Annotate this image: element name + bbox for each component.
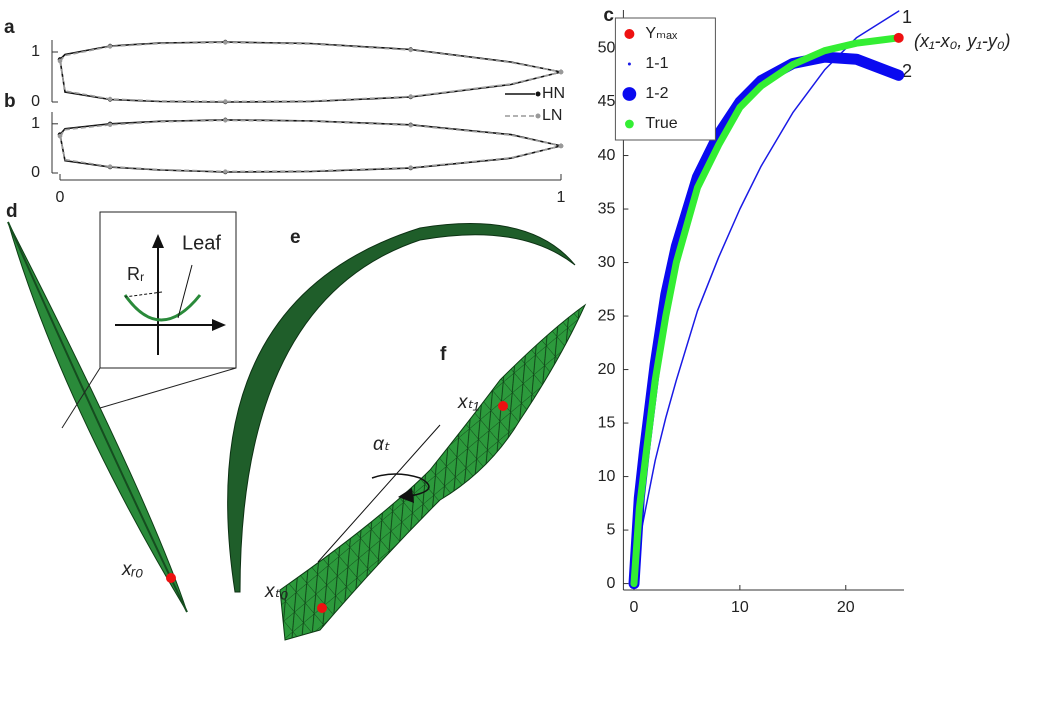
y-tick-label: 50 <box>598 40 616 57</box>
legend-label: HN <box>542 85 565 102</box>
profile-marker <box>223 118 227 122</box>
y-tick-label: 25 <box>598 307 616 324</box>
figure-canvas: d Leaf Rᵣ xᵣ₀ e f αₜ xₜ₀ xₜ₁ 1 2 (x₁-x₀,… <box>0 0 1063 709</box>
y-tick-label: 1 <box>31 115 40 132</box>
point-label: xᵣ₀ <box>121 559 143 580</box>
panel-label: b <box>4 91 16 112</box>
figure: d Leaf Rᵣ xᵣ₀ e f αₜ xₜ₀ xₜ₁ 1 2 (x₁-x₀,… <box>0 0 1063 709</box>
y-tick-label: 10 <box>598 468 616 485</box>
profile-marker <box>58 59 62 63</box>
legend-label: 1-2 <box>645 85 668 102</box>
y-tick-label: 40 <box>598 147 616 164</box>
profile-line <box>60 135 561 172</box>
x-tick-label: 0 <box>630 599 639 616</box>
y-tick-label: 0 <box>606 575 615 592</box>
profile-line <box>60 120 561 146</box>
profile-line <box>60 136 561 171</box>
profile-marker <box>223 99 227 103</box>
y-tick-label: 1 <box>31 43 40 60</box>
inset-label: Leaf <box>182 232 221 254</box>
angle-label: αₜ <box>373 434 390 455</box>
profile-marker <box>409 94 413 98</box>
profile-marker <box>108 97 112 101</box>
point-xt1 <box>498 401 508 411</box>
x-tick-label: 10 <box>731 599 749 616</box>
legend-marker <box>623 87 637 101</box>
point-xr0 <box>166 573 176 583</box>
profile-line <box>60 42 561 72</box>
profile-marker <box>58 134 62 138</box>
y-tick-label: 20 <box>598 361 616 378</box>
y-tick-label: 0 <box>31 164 40 181</box>
point <box>894 33 904 43</box>
profile-marker <box>223 40 227 44</box>
point-label: xₜ₁ <box>457 392 479 413</box>
curve-label: 1 <box>902 7 912 27</box>
panel-label: c <box>603 5 614 26</box>
profile-marker <box>409 165 413 169</box>
inset-label: Rᵣ <box>127 264 144 284</box>
legend-marker <box>625 120 634 129</box>
legend-label: 1-1 <box>645 55 668 72</box>
profile-line <box>60 120 561 145</box>
profile-marker <box>559 70 563 74</box>
profile-marker <box>223 169 227 173</box>
profile-line <box>60 60 561 103</box>
y-tick-label: 45 <box>598 93 616 110</box>
leaf-f <box>280 305 585 640</box>
panel-label: f <box>440 344 447 365</box>
profile-marker <box>409 48 413 52</box>
x-tick-label: 1 <box>557 189 566 206</box>
y-tick-label: 15 <box>598 414 616 431</box>
profile-line <box>60 43 561 73</box>
profile-line <box>60 61 561 102</box>
point-label: xₜ₀ <box>264 581 288 602</box>
legend-label: LN <box>542 107 562 124</box>
profile-marker <box>559 144 563 148</box>
y-tick-label: 35 <box>598 200 616 217</box>
legend-label: True <box>645 115 677 132</box>
y-tick-label: 5 <box>606 521 615 538</box>
point-xt0 <box>317 603 327 613</box>
x-tick-label: 0 <box>56 189 65 206</box>
profile-marker <box>108 164 112 168</box>
legend-marker <box>628 63 631 66</box>
legend-marker <box>624 29 634 39</box>
x-tick-label: 20 <box>837 599 855 616</box>
panel-label: e <box>290 227 301 248</box>
profile-marker <box>108 44 112 48</box>
inset-link <box>100 368 236 408</box>
legend-marker <box>536 92 541 97</box>
profile-marker <box>409 123 413 127</box>
y-tick-label: 30 <box>598 254 616 271</box>
panel-label: a <box>4 17 15 38</box>
panel-label: d <box>6 201 18 222</box>
legend-label: Yₘₐₓ <box>645 25 678 42</box>
coordinate-label: (x₁-x₀, y₁-y₀) <box>914 31 1011 51</box>
y-tick-label: 0 <box>31 93 40 110</box>
legend-marker <box>536 114 541 119</box>
profile-marker <box>108 123 112 127</box>
